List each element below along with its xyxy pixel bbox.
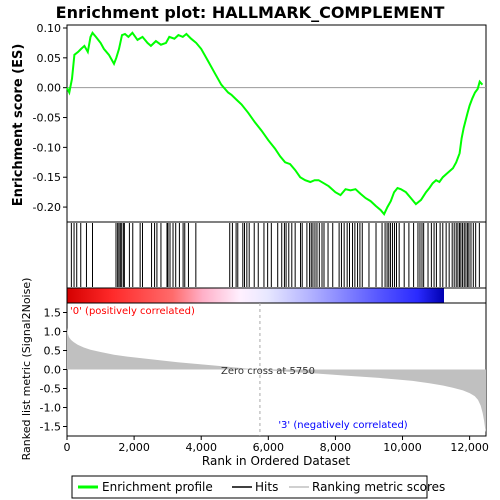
metric-y-tick-label: -1.0: [40, 402, 61, 415]
x-tick-label: 8,000: [320, 441, 352, 454]
metric-y-tick-label: 1.0: [44, 326, 62, 339]
enrichment-panel: 0.10 0.05 0.00 -0.05 -0.10 -0.15 -0.20 Enrichm…: [11, 22, 487, 223]
enrichment-profile-line: [66, 30, 484, 217]
es-y-tick-label: 0.00: [37, 82, 62, 95]
es-y-tick-label: -0.20: [33, 201, 61, 214]
es-y-axis-label: Enrichment score (ES): [11, 44, 26, 207]
x-tick-label: 2,000: [118, 441, 150, 454]
ranked-metric-panel: 1.5 1.0 0.5 0.0 -0.5 -1.0 -1.5 0 2,000 4,000 6,00…: [20, 278, 489, 468]
x-axis: 0 2,000 4,000 6,000 8,000 10,000 12,000: [64, 436, 489, 454]
metric-y-axis-label: Ranked list metric (Signal2Noise): [20, 278, 33, 461]
es-y-tick-label: -0.15: [33, 171, 61, 184]
es-y-tick-label: -0.05: [33, 112, 61, 125]
hit-marks: [70, 223, 480, 287]
legend-label-hits: Hits: [255, 480, 278, 494]
metric-y-tick-label: 0.5: [44, 345, 62, 358]
rank-color-bar: [67, 288, 444, 303]
x-tick-label: 10,000: [383, 441, 422, 454]
x-tick-label: 12,000: [450, 441, 489, 454]
negative-correlation-label: '3' (negatively correlated): [278, 420, 407, 431]
legend-label-metric: Ranking metric scores: [312, 480, 445, 494]
x-tick-label: 0: [64, 441, 71, 454]
x-tick-label: 4,000: [185, 441, 217, 454]
metric-y-tick-label: 1.5: [44, 307, 62, 320]
chart-title: Enrichment plot: HALLMARK_COMPLEMENT: [56, 3, 445, 22]
metric-y-tick-label: -0.5: [40, 383, 61, 396]
legend-label-enrichment: Enrichment profile: [102, 480, 213, 494]
x-axis-label: Rank in Ordered Dataset: [202, 454, 350, 468]
es-y-tick-label: 0.10: [37, 22, 62, 35]
hits-frame: [66, 221, 487, 289]
es-y-axis: 0.10 0.05 0.00 -0.05 -0.10 -0.15 -0.20: [33, 22, 67, 214]
hits-panel: [66, 221, 487, 289]
zero-cross-label: Zero cross at 5750: [221, 366, 315, 377]
rank-color-bar-tail: [444, 288, 486, 303]
positive-correlation-label: '0' (positively correlated): [70, 306, 195, 317]
x-tick-label: 6,000: [253, 441, 285, 454]
metric-y-axis: 1.5 1.0 0.5 0.0 -0.5 -1.0 -1.5: [40, 307, 67, 434]
es-y-tick-label: -0.10: [33, 141, 61, 154]
metric-y-tick-label: 0.0: [44, 364, 62, 377]
metric-y-tick-label: -1.5: [40, 421, 61, 434]
ranking-metric-area: [67, 327, 486, 433]
es-y-tick-label: 0.05: [37, 52, 62, 65]
legend: Enrichment profile Hits Ranking metric s…: [71, 475, 445, 499]
